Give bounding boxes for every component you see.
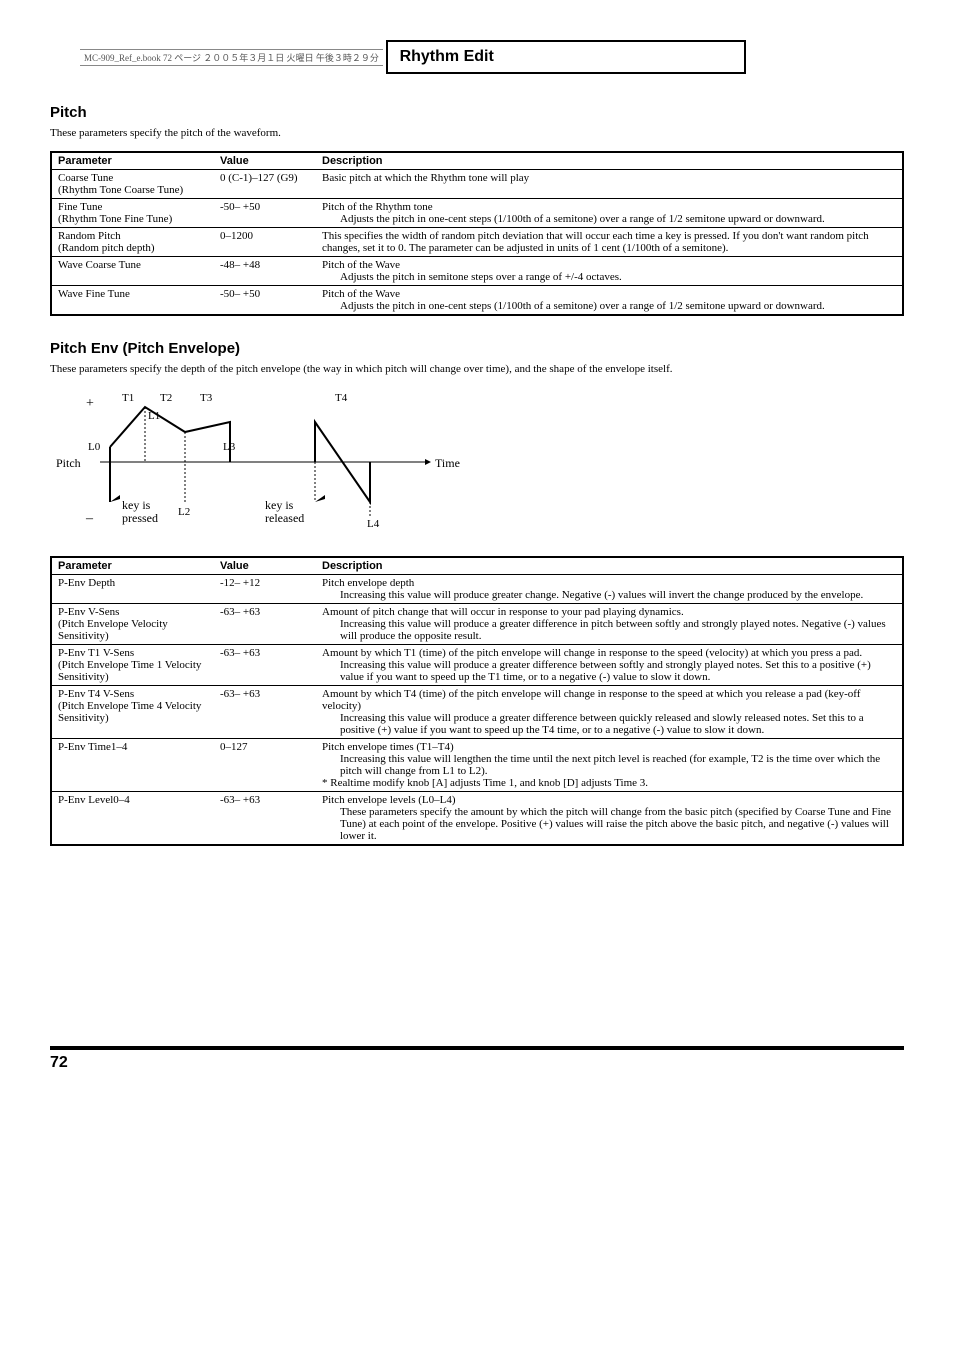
table-row: Fine Tune (Rhythm Tone Fine Tune) -50– +… xyxy=(51,199,903,228)
cell-value: -63– +63 xyxy=(214,792,316,846)
cell-value: -63– +63 xyxy=(214,604,316,645)
th-description: Description xyxy=(316,152,903,170)
cell-param: Wave Fine Tune xyxy=(51,286,214,316)
label-plus: + xyxy=(86,396,94,411)
cell-value: -50– +50 xyxy=(214,286,316,316)
pitch-heading: Pitch xyxy=(50,104,904,121)
section-header-box: Rhythm Edit xyxy=(386,40,746,74)
th-description: Description xyxy=(316,557,903,575)
cell-desc: Pitch envelope depth Increasing this val… xyxy=(316,575,903,604)
cell-desc: Pitch of the Rhythm tone Adjusts the pit… xyxy=(316,199,903,228)
table-row: Random Pitch (Random pitch depth) 0–1200… xyxy=(51,228,903,257)
pitchenv-table: Parameter Value Description P-Env Depth … xyxy=(50,556,904,846)
cell-param: P-Env Level0–4 xyxy=(51,792,214,846)
pitch-table: Parameter Value Description Coarse Tune … xyxy=(50,151,904,316)
cell-desc: Pitch envelope levels (L0–L4) These para… xyxy=(316,792,903,846)
table-row: Wave Fine Tune -50– +50 Pitch of the Wav… xyxy=(51,286,903,316)
label-time: Time xyxy=(435,456,460,470)
cell-desc: Amount by which T1 (time) of the pitch e… xyxy=(316,645,903,686)
envelope-diagram: + – Pitch Time T1 T2 T3 T4 L0 L1 L2 L3 L… xyxy=(50,387,904,540)
cell-param: Fine Tune (Rhythm Tone Fine Tune) xyxy=(51,199,214,228)
label-t4: T4 xyxy=(335,392,348,404)
cell-desc: Amount by which T4 (time) of the pitch e… xyxy=(316,686,903,739)
th-value: Value xyxy=(214,152,316,170)
cell-param: P-Env Depth xyxy=(51,575,214,604)
cell-desc: Pitch of the Wave Adjusts the pitch in s… xyxy=(316,257,903,286)
cell-param: Coarse Tune (Rhythm Tone Coarse Tune) xyxy=(51,170,214,199)
cell-value: -12– +12 xyxy=(214,575,316,604)
cell-param: P-Env T4 V-Sens (Pitch Envelope Time 4 V… xyxy=(51,686,214,739)
label-l3: L3 xyxy=(223,441,236,453)
th-parameter: Parameter xyxy=(51,152,214,170)
pitchenv-heading: Pitch Env (Pitch Envelope) xyxy=(50,340,904,357)
table-row: P-Env V-Sens (Pitch Envelope Velocity Se… xyxy=(51,604,903,645)
label-pitch: Pitch xyxy=(56,456,81,470)
cell-param: P-Env V-Sens (Pitch Envelope Velocity Se… xyxy=(51,604,214,645)
cell-value: -48– +48 xyxy=(214,257,316,286)
cell-param: P-Env T1 V-Sens (Pitch Envelope Time 1 V… xyxy=(51,645,214,686)
cell-value: -63– +63 xyxy=(214,686,316,739)
table-row: P-Env T1 V-Sens (Pitch Envelope Time 1 V… xyxy=(51,645,903,686)
section-header-title: Rhythm Edit xyxy=(400,48,494,65)
label-key-pressed: key ispressed xyxy=(122,498,158,525)
table-row: P-Env Depth -12– +12 Pitch envelope dept… xyxy=(51,575,903,604)
cell-desc: Pitch of the Wave Adjusts the pitch in o… xyxy=(316,286,903,316)
cell-desc: Amount of pitch change that will occur i… xyxy=(316,604,903,645)
label-l2: L2 xyxy=(178,506,190,518)
cell-param: Wave Coarse Tune xyxy=(51,257,214,286)
cell-value: 0–1200 xyxy=(214,228,316,257)
label-l4: L4 xyxy=(367,518,380,530)
cell-value: 0–127 xyxy=(214,739,316,792)
table-row: P-Env Time1–4 0–127 Pitch envelope times… xyxy=(51,739,903,792)
envelope-svg: + – Pitch Time T1 T2 T3 T4 L0 L1 L2 L3 L… xyxy=(50,387,470,537)
cell-desc: This specifies the width of random pitch… xyxy=(316,228,903,257)
table-row: Coarse Tune (Rhythm Tone Coarse Tune) 0 … xyxy=(51,170,903,199)
page-footer: 72 xyxy=(50,1046,904,1072)
th-value: Value xyxy=(214,557,316,575)
print-header: MC-909_Ref_e.book 72 ページ ２００５年３月１日 火曜日 午… xyxy=(80,49,383,66)
cell-desc: Basic pitch at which the Rhythm tone wil… xyxy=(316,170,903,199)
label-t1: T1 xyxy=(122,392,134,404)
label-t3: T3 xyxy=(200,392,213,404)
cell-param: P-Env Time1–4 xyxy=(51,739,214,792)
label-t2: T2 xyxy=(160,392,172,404)
table-row: P-Env T4 V-Sens (Pitch Envelope Time 4 V… xyxy=(51,686,903,739)
cell-value: -63– +63 xyxy=(214,645,316,686)
pitchenv-intro: These parameters specify the depth of th… xyxy=(50,363,904,375)
page-number: 72 xyxy=(50,1054,68,1071)
table-row: P-Env Level0–4 -63– +63 Pitch envelope l… xyxy=(51,792,903,846)
label-l1: L1 xyxy=(148,410,160,422)
label-l0: L0 xyxy=(88,441,101,453)
cell-desc: Pitch envelope times (T1–T4) Increasing … xyxy=(316,739,903,792)
table-row: Wave Coarse Tune -48– +48 Pitch of the W… xyxy=(51,257,903,286)
label-key-released: key isreleased xyxy=(265,498,304,525)
cell-value: 0 (C-1)–127 (G9) xyxy=(214,170,316,199)
label-minus: – xyxy=(85,511,94,526)
cell-param: Random Pitch (Random pitch depth) xyxy=(51,228,214,257)
th-parameter: Parameter xyxy=(51,557,214,575)
cell-value: -50– +50 xyxy=(214,199,316,228)
pitch-intro: These parameters specify the pitch of th… xyxy=(50,127,904,139)
